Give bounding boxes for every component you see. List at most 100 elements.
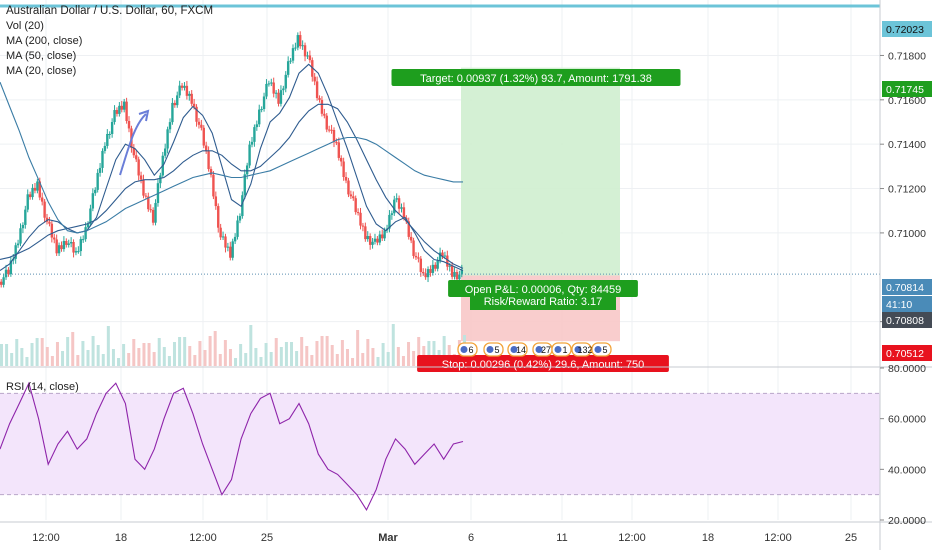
event-badge[interactable]: 132 bbox=[571, 342, 593, 357]
price-tag-text: 0.71745 bbox=[886, 84, 924, 96]
price-tag-green[interactable]: 0.71745 bbox=[882, 81, 932, 97]
volume-bar bbox=[340, 340, 344, 366]
rsi-line[interactable] bbox=[0, 381, 464, 512]
event-badge[interactable]: 5 bbox=[591, 342, 612, 357]
candle-body bbox=[125, 101, 128, 122]
rsi-tick-label: 80.0000 bbox=[888, 363, 926, 375]
price-tag-text: 0.70808 bbox=[886, 315, 924, 327]
event-badge[interactable]: 1 bbox=[551, 342, 572, 357]
candle-body bbox=[443, 255, 447, 257]
price-tag-red[interactable]: 0.70512 bbox=[882, 345, 932, 361]
target-label[interactable]: Target: 0.00937 (1.32%) 93.7, Amount: 17… bbox=[391, 69, 681, 86]
volume-bar bbox=[259, 357, 263, 366]
candle-body bbox=[72, 242, 75, 253]
candle-body bbox=[306, 55, 309, 57]
volume-bar bbox=[228, 349, 232, 366]
volume-bar bbox=[254, 348, 258, 366]
price-tag-bg bbox=[882, 345, 932, 361]
volume-bar bbox=[376, 357, 380, 366]
volume-bar bbox=[15, 339, 19, 366]
price-tag-text: 0.70814 bbox=[886, 282, 924, 294]
event-badge-count: 5 bbox=[494, 345, 499, 355]
candle-body bbox=[96, 172, 99, 190]
drawing-arrow[interactable] bbox=[119, 113, 147, 176]
ma200-line[interactable] bbox=[0, 81, 463, 234]
price-tag-countdown[interactable]: 41:10 bbox=[882, 296, 932, 312]
candle-body bbox=[139, 175, 143, 180]
volume-bar bbox=[71, 332, 75, 366]
candle-body bbox=[31, 187, 34, 198]
candle-body bbox=[28, 194, 32, 198]
candle-body bbox=[296, 35, 300, 48]
candle-body bbox=[77, 251, 80, 253]
volume-bar bbox=[10, 353, 14, 366]
pnl-label[interactable]: Open P&L: 0.00006, Qty: 84459 bbox=[448, 280, 638, 297]
volume-bar bbox=[188, 346, 192, 366]
candle-body bbox=[455, 272, 459, 280]
candle-body bbox=[43, 201, 46, 218]
candle-body bbox=[55, 239, 58, 254]
candle-body bbox=[19, 228, 22, 244]
volume-bar bbox=[295, 351, 299, 366]
candle-body bbox=[397, 198, 401, 209]
symbol-title[interactable]: Australian Dollar / U.S. Dollar, 60, FXC… bbox=[6, 5, 214, 17]
volume-bar bbox=[412, 351, 416, 366]
candle-body bbox=[176, 95, 179, 106]
candle-body bbox=[352, 196, 355, 199]
price-tag-dark[interactable]: 0.70808 bbox=[882, 312, 932, 328]
event-badge[interactable]: 5 bbox=[483, 342, 504, 357]
candle-body bbox=[74, 251, 78, 253]
target-zone[interactable] bbox=[461, 67, 620, 276]
candle-body bbox=[318, 98, 321, 100]
x-tick-label: Mar bbox=[378, 532, 398, 544]
price-tag-blue[interactable]: 0.70814 bbox=[882, 279, 932, 295]
candle-body bbox=[315, 81, 319, 99]
indicator-ma50[interactable]: MA (50, close) bbox=[6, 50, 77, 62]
volume-bar bbox=[351, 358, 355, 366]
price-tag-line[interactable]: 0.72023 bbox=[882, 21, 932, 37]
volume-bar bbox=[91, 336, 95, 366]
candle-body bbox=[120, 105, 123, 110]
volume-bar bbox=[76, 355, 80, 366]
candle-body bbox=[434, 264, 437, 269]
volume-bar bbox=[356, 330, 360, 366]
event-badge[interactable]: 6 bbox=[457, 342, 478, 357]
candle-body bbox=[284, 74, 287, 89]
event-badge-count: 5 bbox=[602, 345, 607, 355]
candle-body bbox=[86, 223, 90, 228]
candle-body bbox=[438, 252, 442, 261]
flag-icon bbox=[574, 346, 582, 353]
indicator-ma200[interactable]: MA (200, close) bbox=[6, 35, 83, 47]
rsi-tick-label: 20.0000 bbox=[888, 515, 926, 527]
candle-body bbox=[26, 194, 29, 210]
candle-body bbox=[4, 269, 8, 278]
event-badge[interactable]: 14 bbox=[507, 342, 528, 357]
volume-bar bbox=[20, 348, 24, 366]
volume-bar bbox=[111, 349, 115, 366]
candle-body bbox=[390, 213, 394, 215]
event-badge[interactable]: 27 bbox=[532, 342, 553, 357]
y-tick-label: 0.71200 bbox=[888, 184, 926, 196]
candle-body bbox=[429, 269, 432, 273]
volume-bars bbox=[0, 324, 466, 366]
volume-bar bbox=[35, 338, 39, 366]
indicator-volume[interactable]: Vol (20) bbox=[6, 20, 44, 32]
candle-body bbox=[371, 241, 374, 245]
volume-bar bbox=[50, 356, 54, 366]
volume-bar bbox=[300, 337, 304, 366]
candle-body bbox=[289, 60, 292, 62]
volume-bar bbox=[127, 353, 131, 366]
drawing-arrow-head[interactable] bbox=[138, 109, 150, 122]
rsi-legend[interactable]: RSI (14, close) bbox=[6, 381, 79, 393]
volume-bar bbox=[162, 347, 166, 366]
ma20-line[interactable] bbox=[0, 63, 464, 272]
candle-body bbox=[395, 198, 398, 200]
candle-body bbox=[94, 189, 97, 194]
stop-label[interactable]: Stop: 0.00296 (0.42%) 29.6, Amount: 750 bbox=[417, 355, 669, 372]
volume-bar bbox=[249, 325, 253, 366]
candle-body bbox=[303, 45, 307, 57]
candle-body bbox=[127, 121, 131, 129]
indicator-ma20[interactable]: MA (20, close) bbox=[6, 65, 77, 77]
ma50-line[interactable] bbox=[0, 103, 464, 269]
